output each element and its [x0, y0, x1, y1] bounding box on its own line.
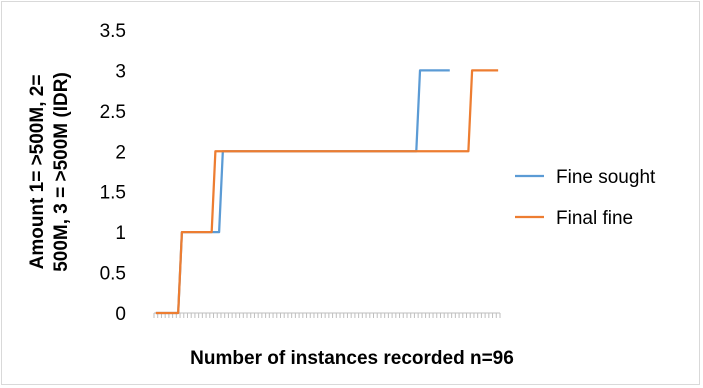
x-axis-ticks	[153, 313, 501, 318]
y-axis-title-line-2: 500M, 3 = >500M (IDR)	[51, 72, 72, 272]
x-axis-title: Number of instances recorded n=96	[190, 348, 514, 369]
y-axis-title-line-1: Amount 1= >500M, 2=	[27, 75, 48, 270]
y-axis-title: Amount 1= >500M, 2= 500M, 3 = >500M (IDR…	[27, 72, 72, 272]
legend-label-fine-sought: Fine sought	[556, 167, 656, 188]
y-tick-label: 3	[115, 61, 126, 82]
y-tick-label: 2	[115, 142, 126, 163]
y-tick-label: 1	[115, 223, 126, 244]
legend-label-final-fine: Final fine	[556, 208, 633, 229]
legend: Fine sought Final fine	[515, 167, 656, 229]
y-tick-label: 1.5	[100, 183, 126, 204]
y-axis-ticks: 0 0.5 1 1.5 2 2.5 3 3.5	[100, 21, 126, 325]
y-tick-label: 2.5	[100, 102, 126, 123]
series-layer	[155, 69, 499, 315]
y-tick-label: 3.5	[100, 21, 126, 42]
series-line-fine-sought	[155, 69, 450, 315]
y-tick-label: 0.5	[100, 264, 126, 285]
y-tick-label: 0	[115, 304, 126, 325]
series-line-final-fine	[155, 69, 499, 315]
